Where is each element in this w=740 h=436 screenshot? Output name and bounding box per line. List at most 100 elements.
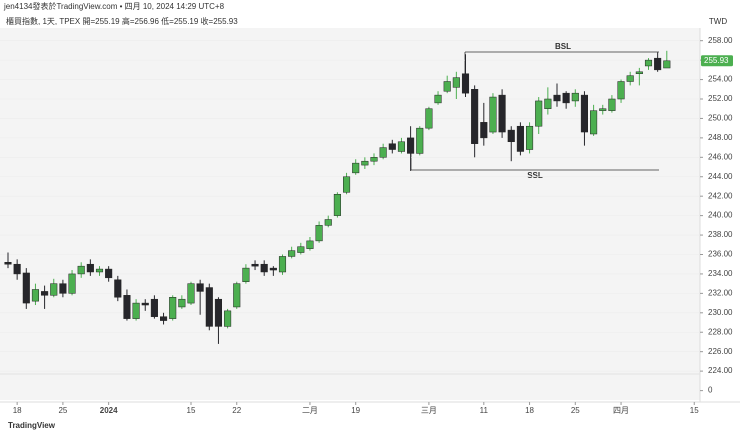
x-tick-label: 15	[187, 406, 196, 415]
candle-body	[654, 57, 662, 71]
candle-body	[580, 94, 589, 133]
candle-body	[443, 81, 451, 92]
candle-body	[516, 125, 524, 152]
y-tick-label: 224.00	[708, 366, 733, 375]
bsl-label: BSL	[555, 42, 571, 51]
last-price-box	[701, 55, 733, 67]
candle-body	[150, 298, 158, 317]
y-tick-label: 228.00	[708, 327, 733, 336]
candle-body	[41, 291, 49, 296]
y-tick-label: 226.00	[708, 347, 733, 356]
y-tick-label: 240.00	[708, 211, 733, 220]
candle-body	[379, 147, 387, 158]
plot-area	[0, 28, 700, 400]
candle-body	[22, 272, 30, 304]
y-tick-label: 246.00	[708, 152, 733, 161]
candle-body	[251, 263, 259, 267]
candle-body	[132, 302, 140, 319]
candle-body	[608, 98, 616, 111]
candle-body	[288, 250, 296, 257]
candle-body	[86, 263, 94, 273]
x-tick-label: 二月	[302, 406, 318, 415]
candle-body	[425, 108, 433, 129]
y-tick-label: 242.00	[708, 191, 733, 200]
candle-body	[306, 240, 314, 249]
candle-body	[187, 283, 195, 304]
x-tick-label: 18	[13, 406, 22, 415]
candle-body	[471, 89, 479, 144]
candle-body	[68, 273, 76, 294]
candle-body	[663, 60, 671, 69]
x-tick-label: 25	[58, 406, 67, 415]
x-tick-label: 三月	[421, 406, 437, 415]
footer-logo: TradingView	[8, 421, 56, 430]
candle-body	[214, 298, 222, 327]
candle-body	[160, 316, 168, 321]
candle-body	[297, 246, 305, 253]
candle-body	[626, 75, 634, 82]
y-tick-label: 234.00	[708, 269, 733, 278]
candle-body	[77, 265, 85, 275]
y-tick-label: 248.00	[708, 133, 733, 142]
candle-body	[333, 193, 341, 216]
candle-body	[562, 92, 570, 104]
candle-body	[635, 71, 643, 74]
candle-body	[141, 302, 149, 306]
candle-body	[498, 94, 506, 133]
y-tick-label: 258.00	[708, 36, 733, 45]
y2-tick-label: 0	[708, 386, 713, 395]
candle-body	[324, 219, 332, 226]
x-tick-label: 19	[351, 406, 360, 415]
chart-subtitle: 櫃買指數, 1天, TPEX 開=255.19 高=256.96 低=255.1…	[6, 16, 238, 26]
candle-body	[590, 110, 598, 135]
x-tick-label: 25	[571, 406, 580, 415]
candle-body	[205, 287, 213, 327]
candle-body	[480, 122, 488, 139]
candle-body	[242, 267, 250, 282]
candle-body	[507, 129, 515, 143]
y-tick-label: 254.00	[708, 75, 733, 84]
y-tick-label: 232.00	[708, 288, 733, 297]
candle-body	[13, 263, 21, 275]
candle-body	[123, 295, 131, 319]
candle-body	[397, 141, 405, 152]
candle-body	[260, 263, 268, 273]
candle-body	[644, 59, 653, 67]
candle-body	[233, 283, 241, 308]
x-tick-label: 15	[690, 406, 699, 415]
y-tick-label: 252.00	[708, 94, 733, 103]
currency: TWD	[709, 17, 727, 26]
candle-body	[95, 268, 104, 273]
candle-body	[599, 108, 607, 111]
chart-title: jen4134發表於TradingView.com • 四月 10, 2024 …	[3, 1, 225, 11]
candle-body	[388, 143, 396, 150]
candle-body	[370, 157, 378, 162]
candle-body	[59, 283, 67, 294]
candle-body	[105, 268, 113, 279]
y-tick-label: 230.00	[708, 308, 733, 317]
candle-body	[553, 94, 561, 102]
candle-body	[526, 125, 534, 150]
candle-body	[196, 283, 204, 292]
y-tick-label: 244.00	[708, 172, 733, 181]
candle-body	[352, 162, 360, 174]
candle-body	[544, 98, 552, 109]
x-tick-label: 11	[480, 406, 489, 415]
y-tick-label: 238.00	[708, 230, 733, 239]
candle-body	[434, 94, 442, 104]
candle-body	[571, 92, 579, 102]
x-tick-label: 18	[525, 406, 534, 415]
candle-body	[31, 289, 40, 302]
x-tick-label: 2024	[100, 406, 118, 415]
candle-body	[535, 100, 543, 127]
last-price-label: 255.93	[704, 56, 729, 65]
ssl-label: SSL	[527, 171, 543, 180]
candle-body	[50, 283, 58, 296]
candle-body	[617, 81, 625, 100]
candle-body	[269, 267, 277, 271]
candle-body	[4, 262, 12, 265]
candle-body	[224, 310, 232, 327]
candle-body	[452, 77, 460, 88]
x-tick-label: 22	[232, 406, 241, 415]
